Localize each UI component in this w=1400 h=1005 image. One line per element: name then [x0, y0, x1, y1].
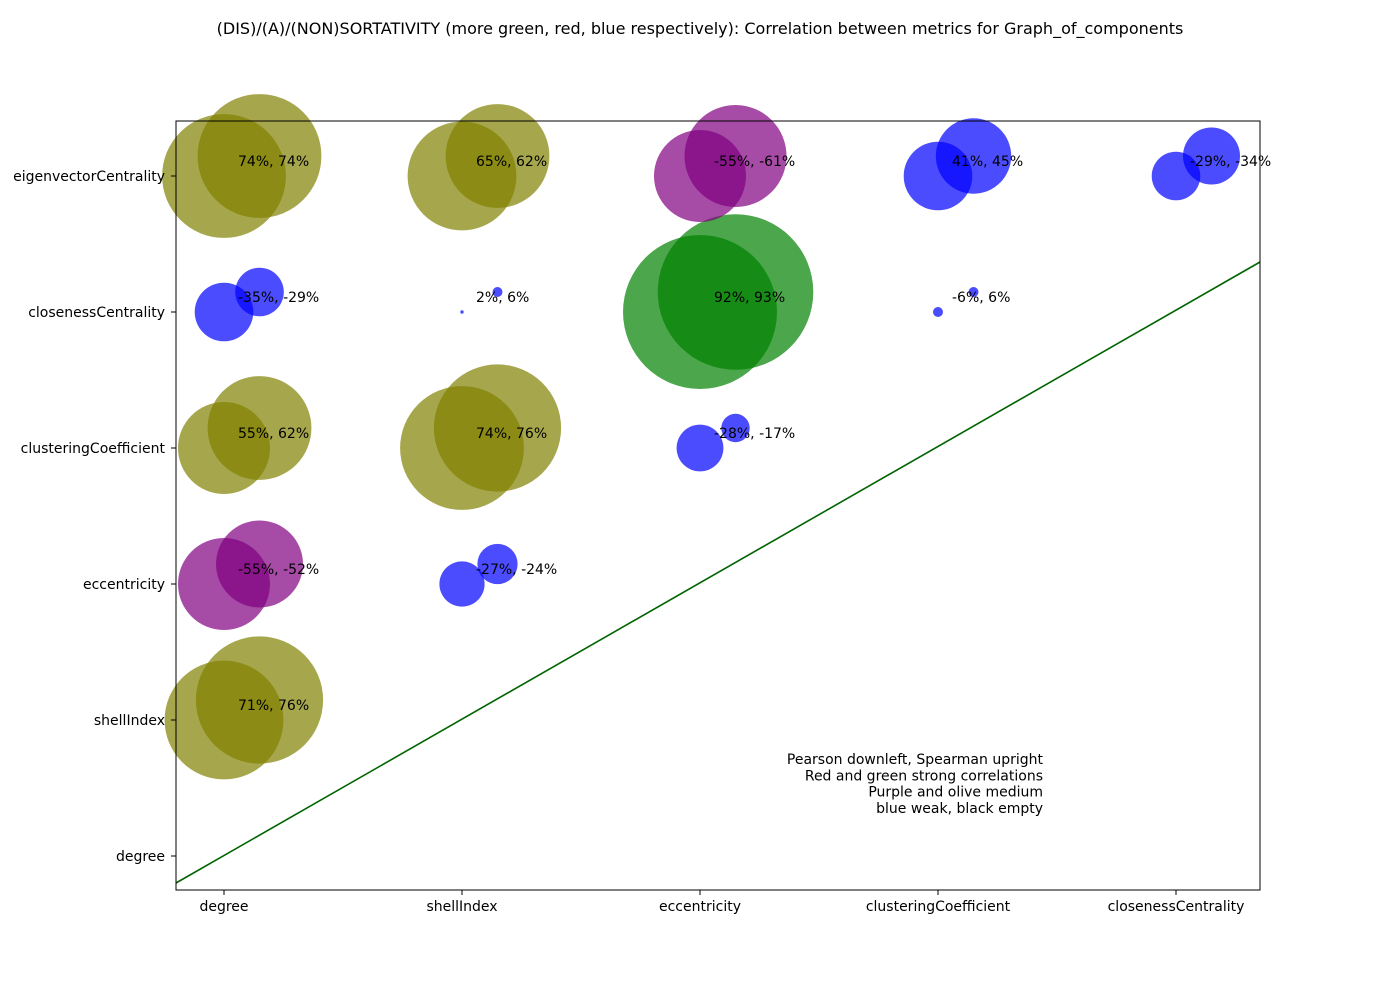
correlation-label: -28%, -17% [714, 426, 795, 442]
correlation-label: 92%, 93% [714, 290, 785, 306]
bubble-spearman [684, 105, 787, 207]
correlation-label: -55%, -61% [714, 154, 795, 170]
legend-note-line: blue weak, black empty [876, 801, 1043, 817]
y-tick-label: shellIndex [94, 713, 165, 729]
correlation-label: 41%, 45% [952, 154, 1023, 170]
bubble-spearman [195, 636, 324, 764]
correlation-label: 2%, 6% [476, 290, 529, 306]
legend-note-line: Pearson downleft, Spearman upright [787, 752, 1044, 768]
correlation-label: 74%, 76% [476, 426, 547, 442]
correlation-label: -27%, -24% [476, 562, 557, 578]
y-tick-label: eccentricity [83, 577, 165, 593]
bubble-spearman [433, 364, 562, 492]
x-tick-label: shellIndex [426, 899, 497, 915]
x-tick-label: degree [199, 899, 248, 915]
bubble-spearman [207, 376, 312, 480]
y-tick-label: eigenvectorCentrality [13, 169, 165, 185]
bubble-pearson [460, 310, 464, 314]
bubble-pearson [439, 561, 485, 607]
x-tick-label: closenessCentrality [1108, 899, 1245, 915]
correlation-label: 74%, 74% [238, 154, 309, 170]
correlation-label: 55%, 62% [238, 426, 309, 442]
correlation-label: -55%, -52% [238, 562, 319, 578]
legend-note-line: Red and green strong correlations [805, 768, 1043, 784]
bubble-spearman [935, 118, 1012, 194]
bubble-spearman [721, 413, 750, 443]
y-tick-label: closenessCentrality [28, 305, 165, 321]
x-tick-label: clusteringCoefficient [866, 899, 1011, 915]
correlation-label: -6%, 6% [952, 290, 1010, 306]
annotations-layer: 71%, 76% -55%, -52% 55%, 62% -35%, -29% 74%,… [238, 154, 1271, 714]
bubble-spearman [492, 287, 503, 297]
y-tick-label: degree [116, 849, 165, 865]
bubble-spearman [235, 267, 284, 317]
correlation-label: 71%, 76% [238, 698, 309, 714]
bubble-spearman [445, 104, 550, 208]
x-tick-label: eccentricity [659, 899, 741, 915]
plot-frame [175, 120, 1261, 891]
legend-note-line: Purple and olive medium [868, 785, 1043, 801]
bubble-spearman [657, 214, 814, 370]
correlation-label: -29%, -34% [1190, 154, 1271, 170]
x-axis: degree shellIndex eccentricity clusteringCo… [199, 890, 1244, 915]
bubble-pearson [676, 424, 724, 472]
bubble-spearman [477, 543, 518, 585]
bubbles-layer [162, 94, 1240, 780]
diagonal-line [175, 261, 1261, 884]
chart-title: (DIS)/(A)/(NON)SORTATIVITY (more green, … [217, 19, 1184, 39]
bubble-spearman [968, 287, 979, 297]
bubble-spearman [216, 520, 303, 608]
y-tick-label: clusteringCoefficient [21, 441, 166, 457]
bubble-spearman [1183, 127, 1240, 185]
correlation-label: -35%, -29% [238, 290, 319, 306]
correlation-label: 65%, 62% [476, 154, 547, 170]
y-axis: degree shellIndex eccentricity clusteringCo… [13, 169, 176, 865]
bubble-spearman [197, 94, 322, 218]
bubble-pearson [933, 307, 943, 317]
